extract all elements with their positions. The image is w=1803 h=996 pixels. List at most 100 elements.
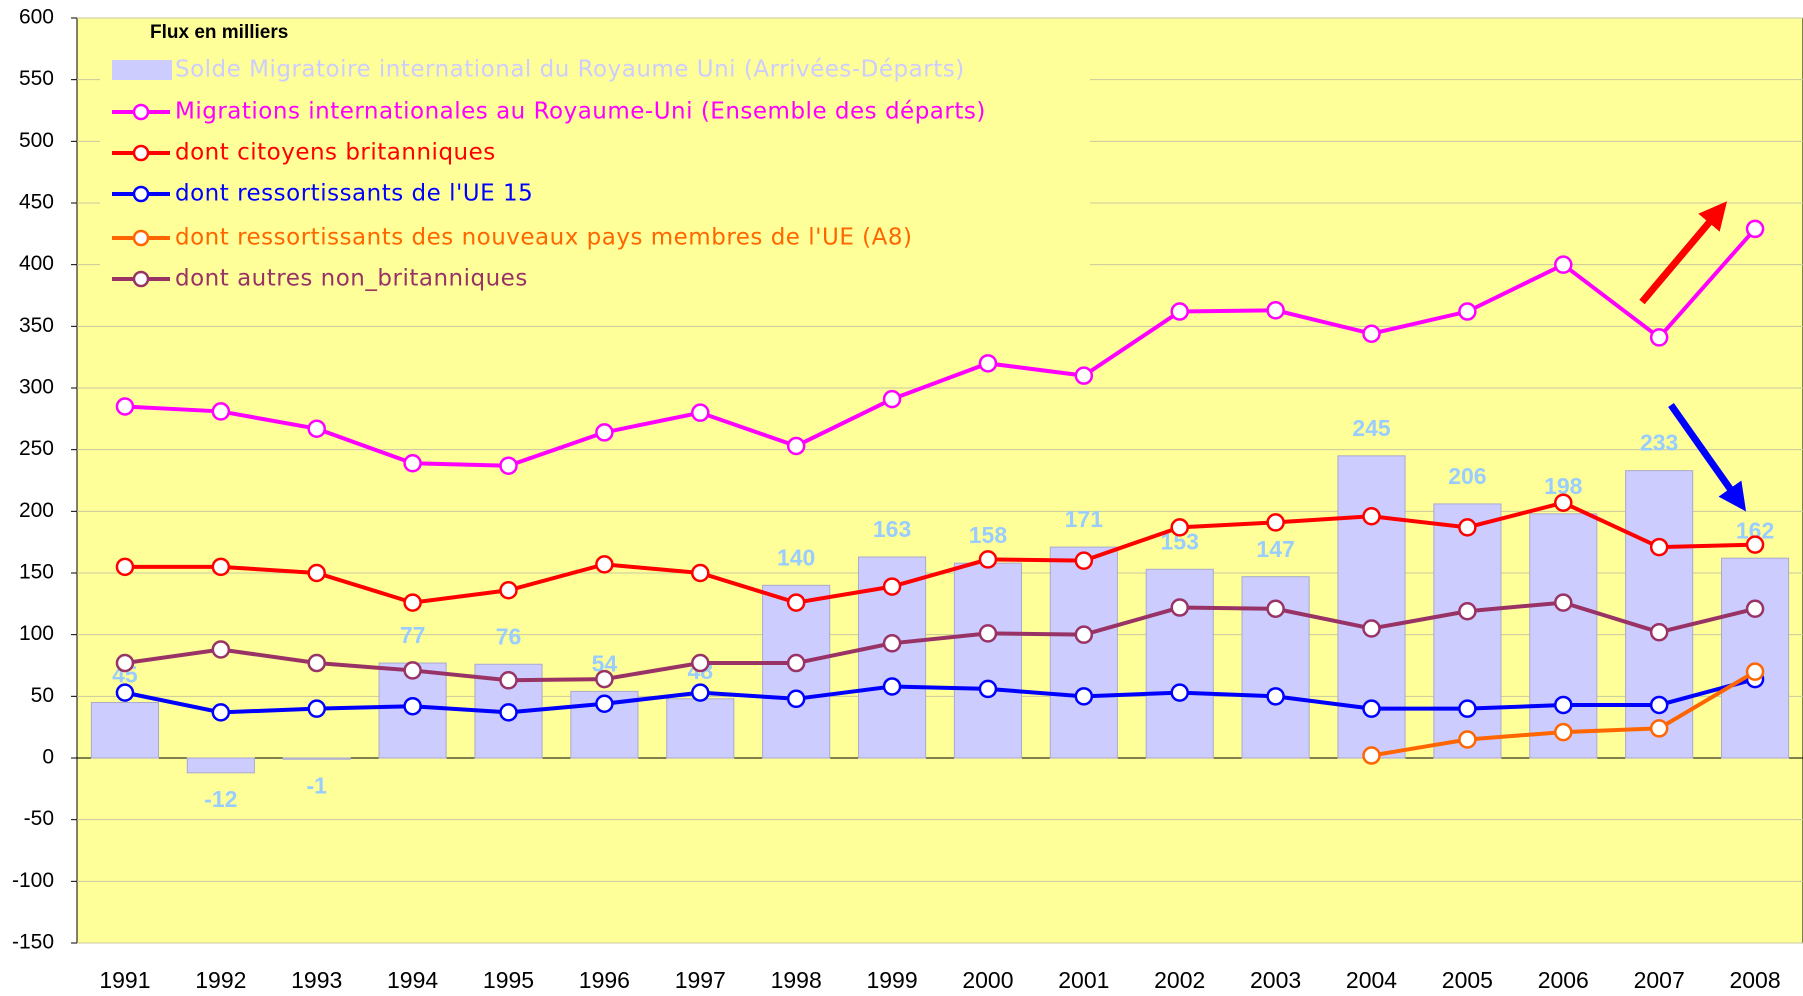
line xyxy=(124,677,1756,715)
x-tick-label: 2006 xyxy=(1538,967,1589,993)
value-label: 147 xyxy=(1256,536,1294,562)
y-tick-label: 50 xyxy=(31,684,54,707)
x-tick-label: 1999 xyxy=(866,967,917,993)
point xyxy=(1458,302,1477,321)
point xyxy=(1458,518,1477,537)
subtitle: Flux en milliers xyxy=(150,22,288,43)
legend-label: dont ressortissants des nouveaux pays me… xyxy=(175,225,912,251)
arrow-down xyxy=(1668,402,1747,512)
point xyxy=(1745,662,1765,681)
value-label: 233 xyxy=(1640,430,1678,456)
legend-marker xyxy=(132,229,150,247)
legend-label: dont citoyens britanniques xyxy=(175,140,496,166)
point xyxy=(786,593,806,612)
value-label: 171 xyxy=(1065,506,1104,532)
legend-box xyxy=(100,50,1090,302)
point xyxy=(786,689,806,709)
point xyxy=(1074,625,1094,644)
x-tick-label: 1992 xyxy=(195,967,246,993)
value-label: 140 xyxy=(777,544,815,570)
point xyxy=(211,703,231,722)
point xyxy=(1074,687,1094,706)
y-tick-label: -100 xyxy=(12,869,54,892)
y-tick-label: 150 xyxy=(19,561,54,584)
legend-marker xyxy=(132,270,150,288)
value-label: -1 xyxy=(306,772,327,798)
point xyxy=(882,634,902,653)
point xyxy=(499,671,518,690)
point xyxy=(403,661,422,680)
point xyxy=(1266,599,1285,619)
point xyxy=(978,550,998,569)
point xyxy=(211,640,231,659)
y-tick-label: 100 xyxy=(19,622,54,645)
x-tick-label: 1995 xyxy=(483,967,534,993)
point xyxy=(211,557,231,577)
x-tick-label: 1997 xyxy=(675,967,726,993)
point xyxy=(1649,328,1669,347)
point xyxy=(1170,302,1189,321)
bar xyxy=(1433,503,1502,759)
point xyxy=(1170,683,1189,702)
point xyxy=(499,456,518,475)
point xyxy=(691,403,710,422)
y-tick-label: 550 xyxy=(19,67,54,90)
point xyxy=(882,389,902,409)
point xyxy=(307,419,326,438)
point xyxy=(499,581,518,600)
point xyxy=(691,563,710,583)
legend-label: Solde Migratoire international du Royaum… xyxy=(175,57,965,83)
value-label: 77 xyxy=(400,622,426,648)
point xyxy=(1266,687,1285,706)
point xyxy=(595,555,614,574)
y-tick-label: 400 xyxy=(19,252,54,275)
point xyxy=(1362,619,1381,638)
point xyxy=(882,577,902,596)
bar xyxy=(186,757,255,774)
point xyxy=(1458,601,1477,621)
point xyxy=(786,436,806,456)
value-label: 158 xyxy=(969,522,1008,548)
point xyxy=(691,653,710,673)
point xyxy=(307,653,326,673)
legend-label: dont autres non_britanniques xyxy=(175,266,528,292)
point xyxy=(403,593,422,612)
value-label: 163 xyxy=(873,516,911,542)
point xyxy=(1649,719,1669,738)
point xyxy=(307,563,326,583)
value-label: 206 xyxy=(1448,463,1486,489)
legend-swatch xyxy=(112,60,172,80)
point xyxy=(115,397,135,416)
point xyxy=(115,653,135,673)
point xyxy=(1170,518,1189,537)
legend-marker xyxy=(132,144,150,162)
point xyxy=(1649,537,1669,557)
point xyxy=(882,677,902,696)
y-tick-label: 250 xyxy=(19,437,54,460)
point xyxy=(1554,593,1573,612)
x-tick-label: 2003 xyxy=(1250,967,1301,993)
y-tick-label: 200 xyxy=(19,499,54,522)
point xyxy=(1745,535,1765,554)
y-tick-label: -150 xyxy=(12,931,54,954)
bar xyxy=(1529,513,1598,759)
line xyxy=(124,227,1757,468)
legend-label: dont ressortissants de l'UE 15 xyxy=(175,181,533,207)
point xyxy=(1554,695,1573,715)
point xyxy=(1266,513,1285,532)
x-tick-label: 2001 xyxy=(1058,967,1109,993)
point xyxy=(978,624,998,643)
point xyxy=(1649,622,1669,642)
x-tick-label: 1994 xyxy=(387,967,438,993)
point xyxy=(1554,255,1573,274)
point xyxy=(307,699,326,718)
point xyxy=(595,669,614,689)
point xyxy=(1362,324,1381,343)
point xyxy=(1074,366,1094,385)
x-tick-label: 1996 xyxy=(579,967,630,993)
value-label: -12 xyxy=(204,786,237,812)
point xyxy=(1458,730,1477,749)
point xyxy=(595,694,614,713)
x-tick-label: 1993 xyxy=(291,967,342,993)
